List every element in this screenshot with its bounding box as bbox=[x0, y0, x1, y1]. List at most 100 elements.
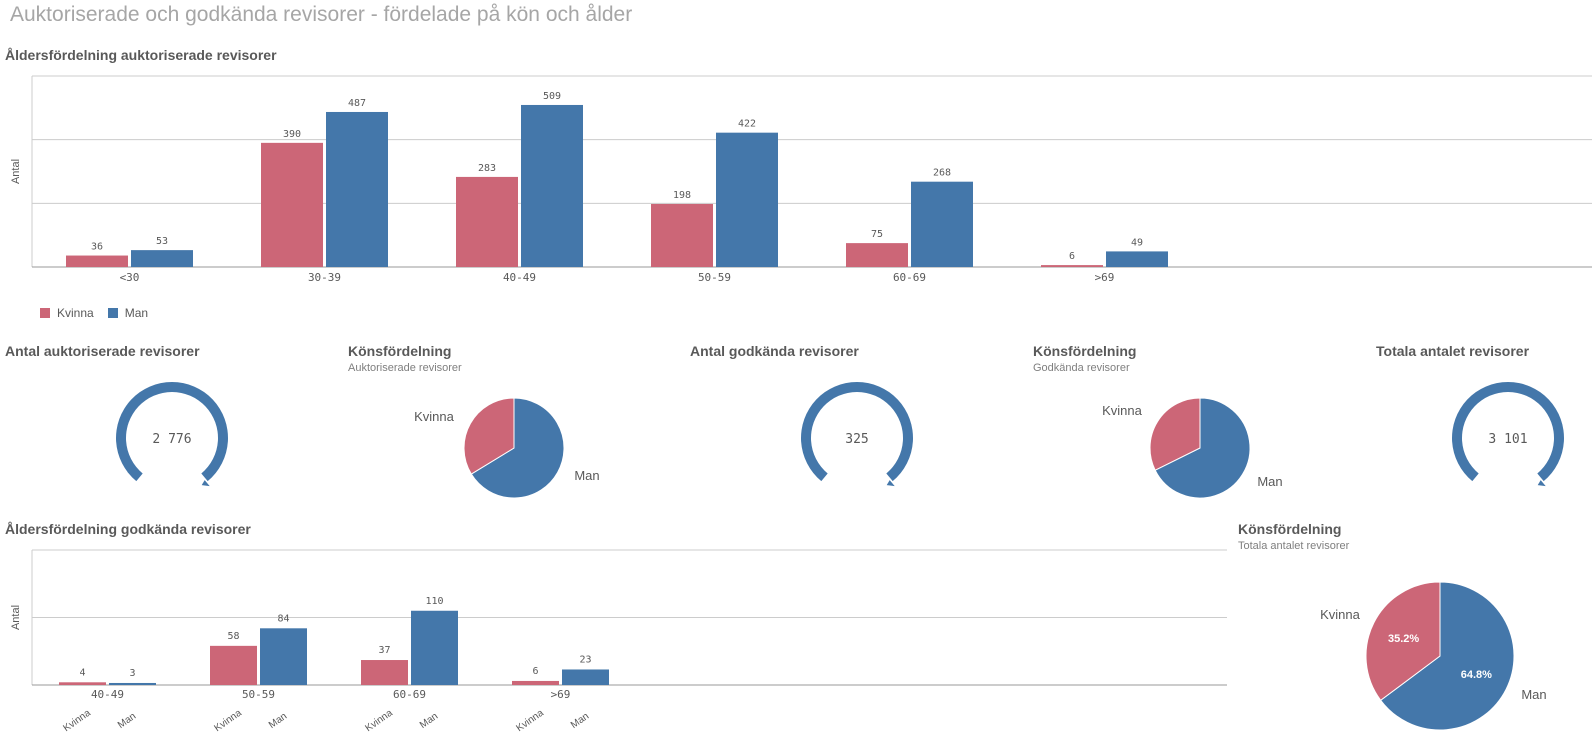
pie-label-man: Man bbox=[1257, 474, 1282, 489]
bar-kvinna-30-39 bbox=[261, 142, 323, 267]
pie-godkanda-title: Könsfördelning bbox=[1033, 343, 1137, 359]
kpi-value: 3 101 bbox=[1488, 432, 1527, 447]
bar-kvinna-50-59 bbox=[651, 203, 713, 267]
data-label: 6 bbox=[1069, 251, 1075, 262]
kpi-auktoriserade-gauge: 2 776 bbox=[116, 382, 229, 487]
bar-kvinna-50-59 bbox=[210, 645, 257, 685]
pie-slice-kvinna bbox=[1149, 397, 1201, 471]
legend-swatch-kvinna bbox=[40, 308, 50, 318]
age-chart-1-legend: Kvinna Man bbox=[40, 306, 148, 320]
kpi-godkanda-title: Antal godkända revisorer bbox=[690, 343, 859, 359]
x-tick-label: 50-59 bbox=[242, 688, 275, 701]
data-label: 37 bbox=[378, 645, 390, 656]
pie-auktoriserade-subtitle: Auktoriserade revisorer bbox=[348, 362, 462, 374]
x-tick-label: >69 bbox=[1095, 271, 1115, 284]
gauge-arc bbox=[1452, 382, 1564, 482]
data-label: 509 bbox=[543, 91, 561, 102]
bar-man-60-69 bbox=[911, 181, 973, 267]
pie-slice-man bbox=[1379, 581, 1515, 731]
pie-totala: Kvinna Man 35.2% 64.8% bbox=[1320, 581, 1547, 731]
data-label: 49 bbox=[1131, 237, 1143, 248]
kpi-value: 325 bbox=[845, 432, 868, 447]
bar-man-50-59 bbox=[716, 132, 778, 267]
data-label: 75 bbox=[871, 229, 883, 240]
gauge-arc bbox=[116, 382, 229, 482]
gauge-needle-icon bbox=[1537, 480, 1546, 487]
bar-kvinna-<30 bbox=[66, 255, 128, 267]
pie-totala-subtitle: Totala antalet revisorer bbox=[1238, 540, 1350, 552]
pie-slice-man bbox=[470, 397, 565, 499]
bar-man-40-49 bbox=[109, 682, 156, 685]
pie-label-man: Man bbox=[574, 468, 599, 483]
x-tick-label: 40-49 bbox=[91, 688, 124, 701]
data-label: 283 bbox=[478, 163, 496, 174]
x-tick-label: >69 bbox=[551, 688, 571, 701]
pie-auktoriserade: Kvinna Man bbox=[414, 397, 600, 499]
x-series-label: Kvinna bbox=[61, 707, 93, 734]
pie-auktoriserade-title: Könsfördelning bbox=[348, 343, 452, 359]
y-axis-label: Antal bbox=[10, 159, 22, 184]
kpi-value: 2 776 bbox=[152, 432, 191, 447]
x-tick-label: 40-49 bbox=[503, 271, 536, 284]
gauge-needle-icon bbox=[201, 480, 210, 487]
x-tick-label: 30-39 bbox=[308, 271, 341, 284]
pie-label-man: Man bbox=[1521, 687, 1546, 702]
pie-value-kvinna: 35.2% bbox=[1388, 633, 1419, 645]
x-series-label: Man bbox=[116, 711, 138, 731]
x-tick-label: <30 bbox=[120, 271, 140, 284]
data-label: 4 bbox=[79, 667, 85, 678]
data-label: 84 bbox=[277, 613, 289, 624]
gauge-needle-icon bbox=[886, 480, 895, 487]
age-chart-1: Antal 36 53 <30 390 487 30-39 283 509 40-49 198 422… bbox=[10, 75, 1592, 284]
legend-swatch-man bbox=[107, 308, 118, 318]
age-chart-2-title: Åldersfördelning godkända revisorer bbox=[5, 521, 251, 537]
legend-item-kvinna[interactable]: Kvinna bbox=[40, 306, 94, 320]
pie-godkanda: Kvinna Man bbox=[1102, 397, 1283, 499]
data-label: 422 bbox=[738, 119, 756, 130]
bar-kvinna-40-49 bbox=[456, 176, 518, 267]
legend-item-man[interactable]: Man bbox=[107, 306, 149, 320]
kpi-auktoriserade-title: Antal auktoriserade revisorer bbox=[5, 343, 200, 359]
pie-godkanda-subtitle: Godkända revisorer bbox=[1033, 362, 1130, 374]
kpi-totala-gauge: 3 101 bbox=[1452, 382, 1564, 487]
x-series-label: Man bbox=[418, 711, 440, 731]
data-label: 3 bbox=[129, 668, 135, 679]
data-label: 53 bbox=[156, 236, 168, 247]
x-series-label: Man bbox=[569, 711, 591, 731]
x-tick-label: 60-69 bbox=[893, 271, 926, 284]
bar-man->69 bbox=[1106, 251, 1168, 267]
pie-slice-kvinna bbox=[1365, 581, 1441, 701]
bar-kvinna-60-69 bbox=[361, 660, 408, 685]
legend-label-kvinna: Kvinna bbox=[57, 306, 94, 320]
bar-man-<30 bbox=[131, 250, 193, 267]
bar-man-50-59 bbox=[260, 628, 307, 685]
bar-man->69 bbox=[562, 669, 609, 685]
bar-kvinna-40-49 bbox=[59, 682, 106, 685]
kpi-godkanda-gauge: 325 bbox=[801, 382, 913, 487]
pie-value-man: 64.8% bbox=[1461, 669, 1492, 681]
pie-label-kvinna: Kvinna bbox=[1320, 607, 1361, 622]
data-label: 36 bbox=[91, 242, 103, 253]
x-series-label: Kvinna bbox=[363, 707, 395, 734]
bar-kvinna-60-69 bbox=[846, 243, 908, 267]
data-label: 390 bbox=[283, 129, 301, 140]
data-label: 6 bbox=[532, 666, 538, 677]
bar-man-30-39 bbox=[326, 111, 388, 267]
data-label: 58 bbox=[227, 631, 239, 642]
x-series-label: Kvinna bbox=[212, 707, 244, 734]
data-label: 487 bbox=[348, 98, 366, 109]
page-title: Auktoriserade och godkända revisorer - f… bbox=[10, 3, 633, 26]
pie-slice-man bbox=[1154, 397, 1251, 499]
data-label: 268 bbox=[933, 168, 951, 179]
pie-label-kvinna: Kvinna bbox=[1102, 403, 1143, 418]
x-tick-label: 60-69 bbox=[393, 688, 426, 701]
gauge-arc bbox=[801, 382, 913, 482]
age-chart-1-title: Åldersfördelning auktoriserade revisorer bbox=[5, 47, 277, 63]
x-series-label: Kvinna bbox=[514, 707, 546, 734]
legend-label-man: Man bbox=[124, 306, 149, 320]
x-tick-label: 50-59 bbox=[698, 271, 731, 284]
data-label: 198 bbox=[673, 190, 691, 201]
bar-kvinna->69 bbox=[1041, 265, 1103, 267]
kpi-totala-title: Totala antalet revisorer bbox=[1376, 343, 1530, 359]
pie-label-kvinna: Kvinna bbox=[414, 409, 455, 424]
